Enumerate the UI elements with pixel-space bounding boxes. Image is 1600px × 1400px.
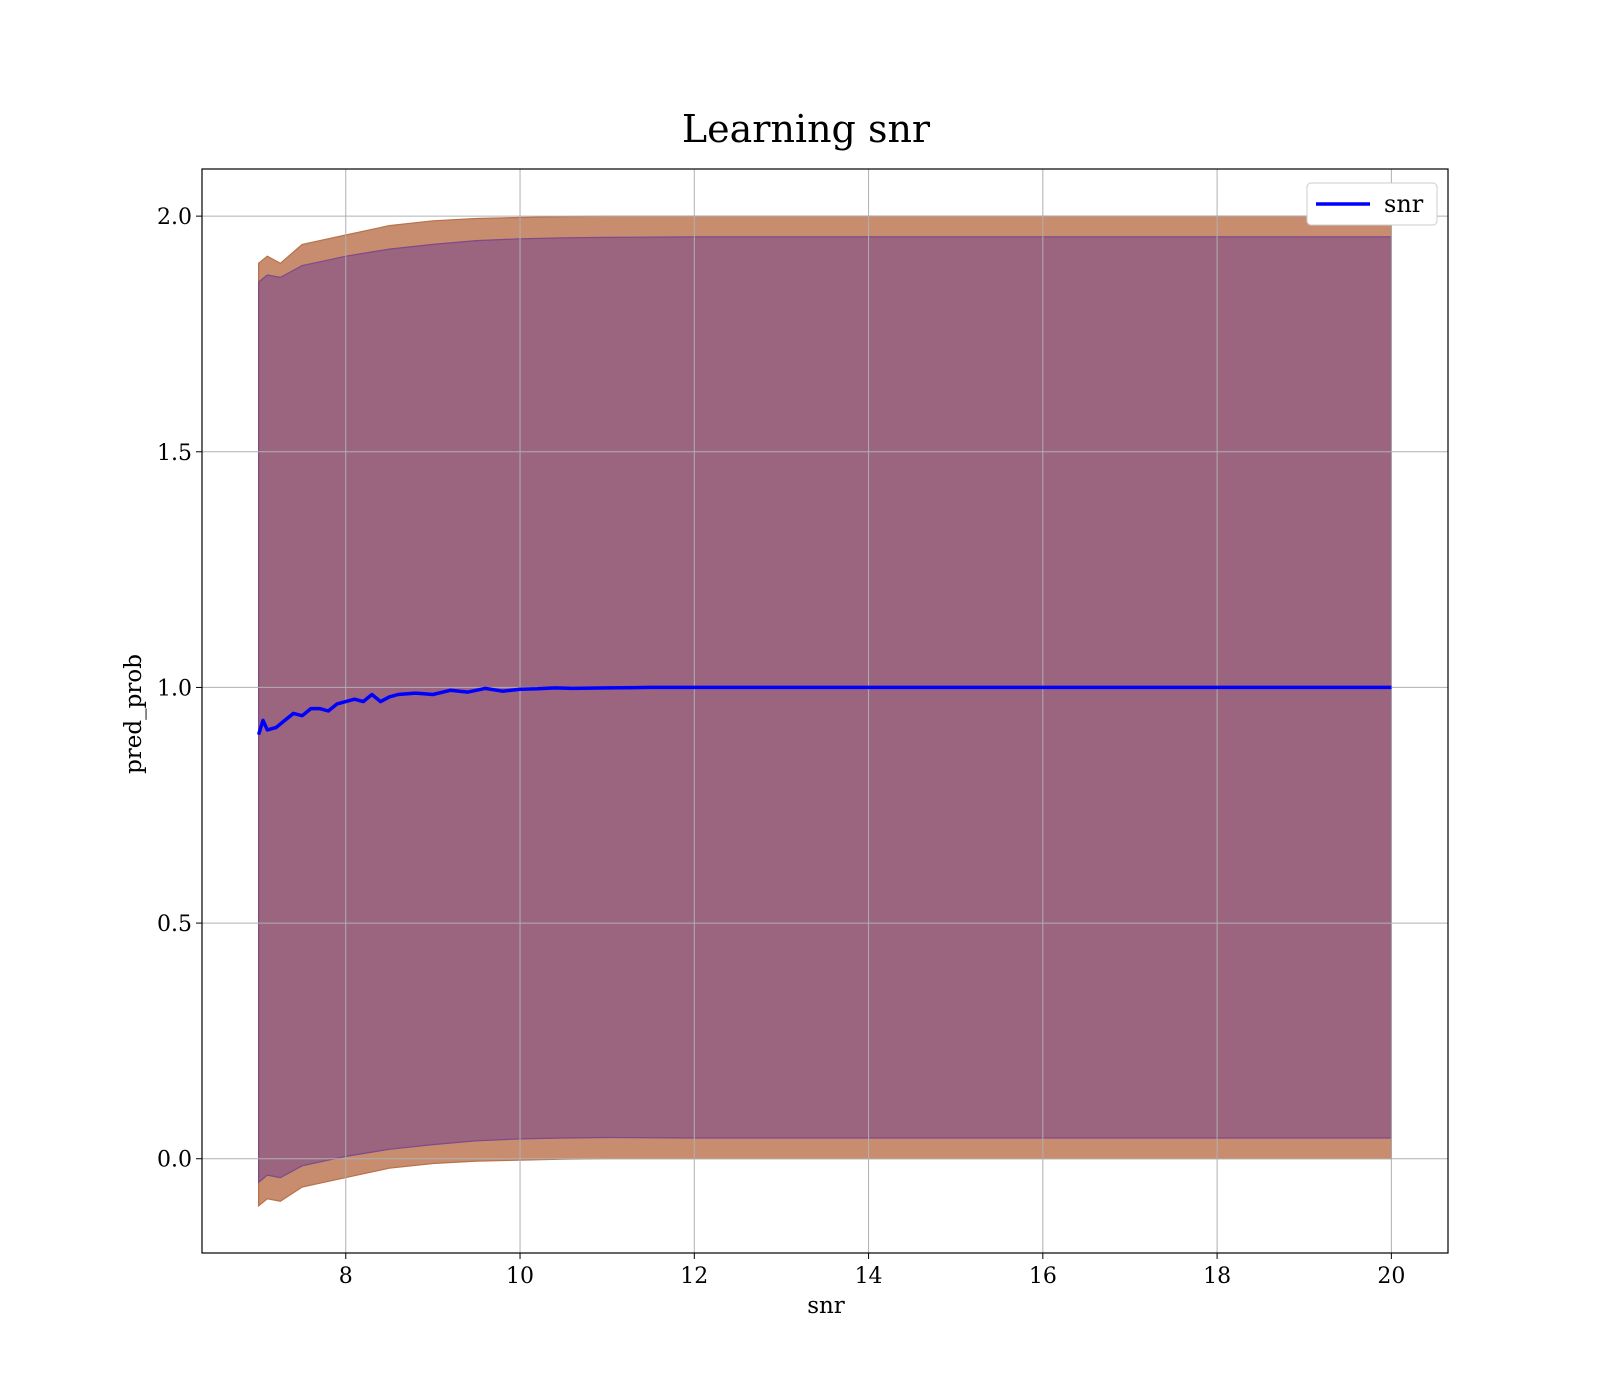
legend: snr bbox=[1306, 182, 1438, 226]
x-tick-label: 20 bbox=[1377, 1264, 1405, 1289]
y-tick-label: 0.5 bbox=[157, 912, 192, 937]
y-axis-label: pred_prob bbox=[121, 654, 147, 774]
x-tick-label: 8 bbox=[339, 1264, 353, 1289]
plot-area bbox=[201, 168, 1449, 1254]
legend-box bbox=[1306, 182, 1438, 226]
chart-title: Learning snr bbox=[682, 107, 931, 151]
x-tick-label: 18 bbox=[1203, 1264, 1231, 1289]
confidence-band-2 bbox=[258, 236, 1392, 1184]
y-axis-ticks: 0.0 0.5 1.0 1.5 2.0 bbox=[157, 205, 202, 1173]
x-tick-label: 12 bbox=[680, 1264, 708, 1289]
axes-frame bbox=[201, 168, 1449, 1254]
y-tick-label: 2.0 bbox=[157, 205, 192, 230]
x-tick-label: 16 bbox=[1029, 1264, 1057, 1289]
y-tick-label: 1.0 bbox=[157, 676, 192, 701]
series-layer bbox=[256, 685, 1392, 736]
x-axis-label: snr bbox=[807, 1293, 845, 1319]
x-tick-label: 10 bbox=[506, 1264, 534, 1289]
y-tick-label: 0.0 bbox=[157, 1148, 192, 1173]
x-tick-label: 14 bbox=[855, 1264, 883, 1289]
bands-layer bbox=[258, 215, 1392, 1208]
legend-label-snr: snr bbox=[1384, 190, 1424, 218]
x-axis-ticks: 8 10 12 14 16 18 20 bbox=[339, 1253, 1405, 1289]
y-tick-label: 1.5 bbox=[157, 441, 192, 466]
series-line-snr bbox=[256, 685, 1392, 736]
